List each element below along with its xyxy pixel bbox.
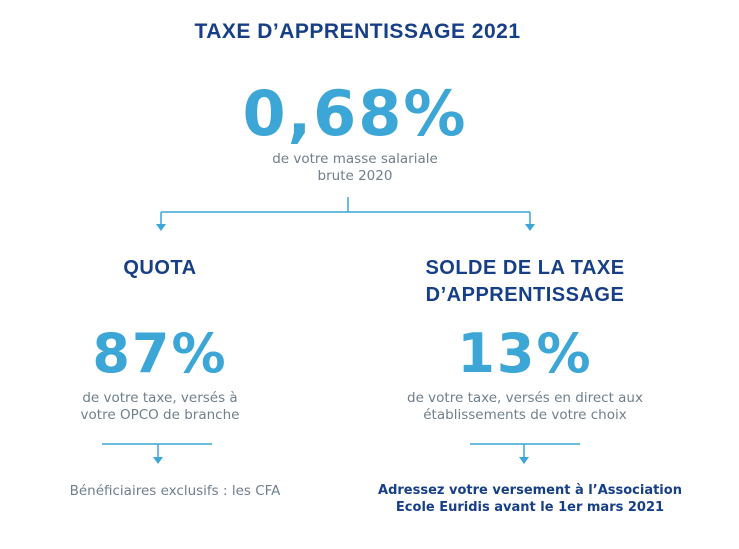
page-title: TAXE D’APPRENTISSAGE 2021 [194,20,521,43]
right-heading-line-2: D’APPRENTISSAGE [425,284,625,306]
left-footer-note: Bénéficiaires exclusifs : les CFA [69,483,281,499]
main-description: de votre masse salariale brute 2020 [205,151,505,185]
left-arrow-icon [156,224,166,231]
right-description: de votre taxe, versés en direct aux étab… [360,390,690,424]
right-percentage: 13% [457,322,593,385]
right-description-line-1: de votre taxe, versés en direct aux [407,390,643,406]
right-footer-line-1: Adressez votre versement à l’Association [378,483,682,498]
right-footer-arrow-icon [519,457,529,464]
left-percentage: 87% [92,322,228,385]
left-heading: QUOTA [123,257,197,279]
right-heading-line-1: SOLDE DE LA TAXE [425,257,625,279]
main-description-line-2: brute 2020 [317,168,393,184]
right-footer-line-2: Ecole Euridis avant le 1er mars 2021 [395,500,665,515]
left-footer-arrow-icon [153,457,163,464]
left-description-line-2: votre OPCO de branche [80,407,240,423]
main-description-line-1: de votre masse salariale [272,151,438,167]
right-heading: SOLDE DE LA TAXE D’APPRENTISSAGE [360,255,690,309]
right-arrow-icon [525,224,535,231]
right-footer-note: Adressez votre versement à l’Association… [345,482,715,516]
left-description-line-1: de votre taxe, versés à [82,390,238,406]
main-percentage: 0,68% [242,77,468,150]
left-description: de votre taxe, versés à votre OPCO de br… [40,390,280,424]
right-description-line-2: établissements de votre choix [423,407,627,423]
